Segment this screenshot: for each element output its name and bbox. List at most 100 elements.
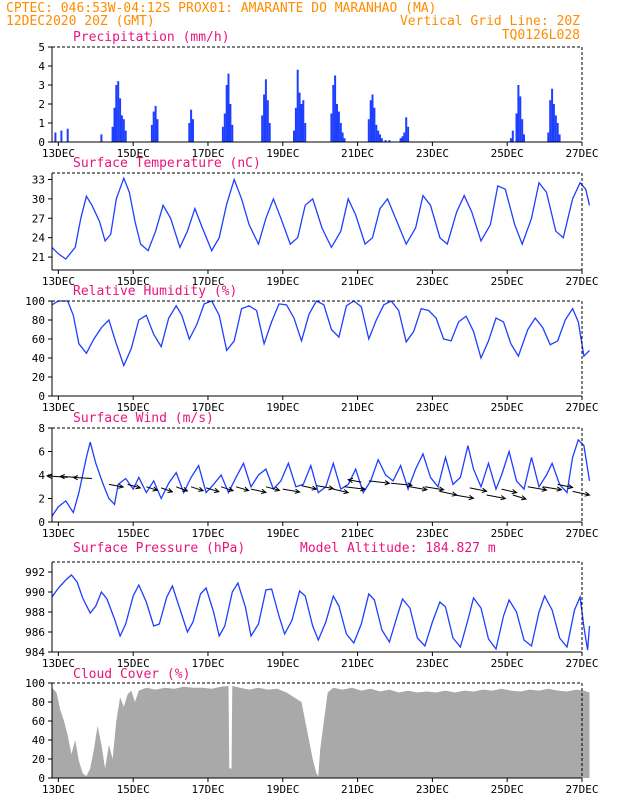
wind-arrow <box>424 486 444 491</box>
precip-bar <box>150 124 153 142</box>
precip-bar <box>330 113 333 142</box>
wind-arrow <box>368 480 390 484</box>
wind-arrow-head <box>360 486 367 492</box>
precip-bar <box>523 134 525 142</box>
panel-title: Relative Humidity (%) <box>73 284 237 299</box>
wind-arrow-head <box>584 491 591 497</box>
x-tick-label: 15DEC <box>117 657 150 670</box>
precip-bar <box>403 132 406 142</box>
panel-title: Cloud Cover (%) <box>73 667 190 682</box>
y-tick-label: 1 <box>38 117 45 130</box>
x-tick-label: 25DEC <box>491 783 524 796</box>
x-tick-label: 19DEC <box>266 783 299 796</box>
panel-title: Surface Wind (m/s) <box>73 411 214 426</box>
y-tick-label: 5 <box>38 41 45 54</box>
panels: 0 1 2 3 4 5 13DEC 15DEC 17DEC 19DEC 21DEC 23DEC 25DE… <box>25 30 598 796</box>
x-tick-label: 13DEC <box>42 783 75 796</box>
x-tick-label: 21DEC <box>341 401 374 414</box>
x-tick-label: 25DEC <box>491 401 524 414</box>
precip-bar <box>268 123 271 142</box>
precip-bar <box>517 85 520 142</box>
wind-arrow-head <box>541 486 548 492</box>
y-tick-label: 20 <box>32 371 45 384</box>
precip-bar <box>377 130 380 142</box>
wind-arrow-head <box>468 494 475 501</box>
x-tick-label: 19DEC <box>266 401 299 414</box>
precip-bar <box>227 73 230 142</box>
wind-arrow-head <box>294 488 301 494</box>
panel-6: 0 20 40 60 80 100 13DEC 15DEC 17DEC 19DEC 21DEC 23D… <box>25 667 598 796</box>
panel-3: 0 20 40 60 80 100 13DEC 15DEC 17DEC 19DEC 21DEC 23D… <box>25 284 598 414</box>
wind-arrow-head <box>152 486 159 492</box>
x-tick-label: 23DEC <box>416 783 449 796</box>
x-tick-label: 23DEC <box>416 147 449 160</box>
y-tick-label: 24 <box>32 232 46 245</box>
wind-arrow-head <box>198 486 205 492</box>
series-line <box>51 574 591 651</box>
wind-arrow-head <box>438 486 445 492</box>
cloud-cover-area <box>52 685 590 778</box>
precip-bar <box>294 107 297 142</box>
precip-bar <box>556 123 559 142</box>
wind-arrow-head <box>182 487 189 492</box>
y-tick-label: 80 <box>32 696 45 709</box>
precip-bar <box>300 104 303 142</box>
wind-arrow <box>316 485 334 489</box>
precip-bar <box>111 126 114 142</box>
header-datetime: 12DEC2020 20Z (GMT) <box>6 14 155 29</box>
y-tick-label: 33 <box>32 174 45 187</box>
wind-arrow-head <box>567 484 574 490</box>
panel-title: Surface Pressure (hPa) <box>73 541 245 556</box>
x-tick-label: 27DEC <box>565 147 598 160</box>
wind-arrow-head <box>243 486 250 492</box>
precip-bar <box>367 119 370 142</box>
precip-bar <box>122 119 125 142</box>
precip-bar <box>266 100 269 142</box>
series-line <box>51 438 591 517</box>
wind-arrow-head <box>421 486 428 492</box>
wind-arrow-head <box>167 488 174 493</box>
x-tick-label: 25DEC <box>491 147 524 160</box>
precip-bar <box>407 126 410 142</box>
y-tick-label: 27 <box>32 212 45 225</box>
x-tick-label: 21DEC <box>341 275 374 288</box>
y-tick-label: 100 <box>25 677 45 690</box>
y-tick-label: 0 <box>38 390 45 403</box>
precip-bar <box>405 117 408 142</box>
wind-arrow <box>265 486 280 491</box>
precip-bar <box>343 138 346 142</box>
precip-bar <box>336 104 338 142</box>
x-tick-label: 27DEC <box>565 527 598 540</box>
wind-arrow <box>250 488 267 493</box>
precip-bar <box>341 132 344 142</box>
wind-arrow-head <box>228 486 235 492</box>
wind-arrow <box>235 486 249 491</box>
wind-arrow <box>501 488 517 494</box>
series-line <box>51 300 590 368</box>
panel-5: 984 986 988 990 992 13DEC 15DEC 17DEC 19DEC 21DEC… <box>25 541 598 670</box>
wind-arrow-head <box>406 482 413 488</box>
x-tick-label: 17DEC <box>191 527 224 540</box>
x-tick-label: 21DEC <box>341 527 374 540</box>
y-tick-label: 2 <box>38 98 45 111</box>
wind-arrow <box>205 487 219 493</box>
wind-arrow <box>220 486 234 492</box>
wind-arrow <box>542 486 562 491</box>
precip-bar <box>54 132 57 142</box>
x-tick-label: 25DEC <box>491 275 524 288</box>
y-tick-label: 984 <box>25 646 45 659</box>
precip-bar <box>190 109 193 142</box>
wind-arrow-head <box>347 477 354 484</box>
x-tick-label: 21DEC <box>341 783 374 796</box>
x-tick-label: 15DEC <box>117 527 150 540</box>
x-tick-label: 27DEC <box>565 401 598 414</box>
wind-arrow <box>572 490 590 496</box>
y-tick-label: 40 <box>32 352 45 365</box>
x-tick-label: 27DEC <box>565 275 598 288</box>
precip-bar <box>298 92 301 142</box>
wind-arrow <box>176 486 188 492</box>
precip-bar <box>100 134 103 142</box>
x-tick-label: 13DEC <box>42 147 75 160</box>
wind-arrow-head <box>118 483 125 489</box>
